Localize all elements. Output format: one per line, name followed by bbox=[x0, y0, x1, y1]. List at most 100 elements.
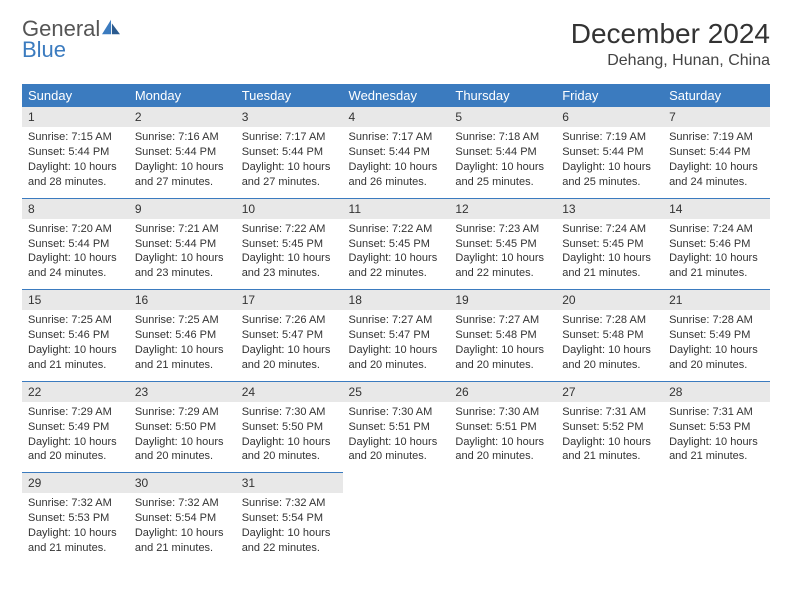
sunset-line: Sunset: 5:44 PM bbox=[28, 145, 123, 160]
sunset-line: Sunset: 5:45 PM bbox=[562, 237, 657, 252]
sunrise-line: Sunrise: 7:23 AM bbox=[455, 222, 550, 237]
daylight-line: Daylight: 10 hours bbox=[455, 343, 550, 358]
day-number: 12 bbox=[449, 199, 556, 219]
sunset-line: Sunset: 5:47 PM bbox=[242, 328, 337, 343]
daylight-line: and 22 minutes. bbox=[242, 541, 337, 556]
day-number: 5 bbox=[449, 107, 556, 127]
sunset-line: Sunset: 5:54 PM bbox=[135, 511, 230, 526]
day-header: Thursday bbox=[449, 84, 556, 107]
day-body: Sunrise: 7:29 AMSunset: 5:50 PMDaylight:… bbox=[129, 402, 236, 472]
sunrise-line: Sunrise: 7:25 AM bbox=[135, 313, 230, 328]
calendar-cell: 27Sunrise: 7:31 AMSunset: 5:52 PMDayligh… bbox=[556, 381, 663, 473]
sunrise-line: Sunrise: 7:21 AM bbox=[135, 222, 230, 237]
daylight-line: Daylight: 10 hours bbox=[242, 251, 337, 266]
day-body: Sunrise: 7:29 AMSunset: 5:49 PMDaylight:… bbox=[22, 402, 129, 472]
calendar-week: 15Sunrise: 7:25 AMSunset: 5:46 PMDayligh… bbox=[22, 290, 770, 382]
calendar-cell: 2Sunrise: 7:16 AMSunset: 5:44 PMDaylight… bbox=[129, 107, 236, 198]
day-body: Sunrise: 7:28 AMSunset: 5:49 PMDaylight:… bbox=[663, 310, 770, 380]
calendar-cell: 8Sunrise: 7:20 AMSunset: 5:44 PMDaylight… bbox=[22, 198, 129, 290]
calendar-cell: 4Sunrise: 7:17 AMSunset: 5:44 PMDaylight… bbox=[343, 107, 450, 198]
sunset-line: Sunset: 5:44 PM bbox=[135, 145, 230, 160]
sunset-line: Sunset: 5:45 PM bbox=[455, 237, 550, 252]
calendar-cell: 22Sunrise: 7:29 AMSunset: 5:49 PMDayligh… bbox=[22, 381, 129, 473]
calendar-body: 1Sunrise: 7:15 AMSunset: 5:44 PMDaylight… bbox=[22, 107, 770, 564]
daylight-line: Daylight: 10 hours bbox=[28, 435, 123, 450]
day-body: Sunrise: 7:20 AMSunset: 5:44 PMDaylight:… bbox=[22, 219, 129, 289]
day-body: Sunrise: 7:28 AMSunset: 5:48 PMDaylight:… bbox=[556, 310, 663, 380]
sunrise-line: Sunrise: 7:28 AM bbox=[669, 313, 764, 328]
day-body: Sunrise: 7:32 AMSunset: 5:54 PMDaylight:… bbox=[129, 493, 236, 563]
day-number: 18 bbox=[343, 290, 450, 310]
calendar-cell: 16Sunrise: 7:25 AMSunset: 5:46 PMDayligh… bbox=[129, 290, 236, 382]
calendar-cell: 15Sunrise: 7:25 AMSunset: 5:46 PMDayligh… bbox=[22, 290, 129, 382]
calendar-cell bbox=[663, 473, 770, 564]
sunrise-line: Sunrise: 7:26 AM bbox=[242, 313, 337, 328]
daylight-line: Daylight: 10 hours bbox=[455, 160, 550, 175]
day-body: Sunrise: 7:32 AMSunset: 5:54 PMDaylight:… bbox=[236, 493, 343, 563]
day-number: 8 bbox=[22, 199, 129, 219]
daylight-line: Daylight: 10 hours bbox=[135, 251, 230, 266]
sunset-line: Sunset: 5:45 PM bbox=[242, 237, 337, 252]
calendar-cell: 29Sunrise: 7:32 AMSunset: 5:53 PMDayligh… bbox=[22, 473, 129, 564]
calendar-week: 22Sunrise: 7:29 AMSunset: 5:49 PMDayligh… bbox=[22, 381, 770, 473]
daylight-line: Daylight: 10 hours bbox=[455, 435, 550, 450]
logo-text: General Blue bbox=[22, 18, 122, 61]
sunset-line: Sunset: 5:44 PM bbox=[242, 145, 337, 160]
daylight-line: Daylight: 10 hours bbox=[562, 343, 657, 358]
daylight-line: Daylight: 10 hours bbox=[242, 343, 337, 358]
calendar-cell bbox=[556, 473, 663, 564]
day-number: 17 bbox=[236, 290, 343, 310]
sunrise-line: Sunrise: 7:18 AM bbox=[455, 130, 550, 145]
daylight-line: and 20 minutes. bbox=[242, 449, 337, 464]
daylight-line: and 21 minutes. bbox=[135, 541, 230, 556]
day-number: 9 bbox=[129, 199, 236, 219]
day-body: Sunrise: 7:17 AMSunset: 5:44 PMDaylight:… bbox=[236, 127, 343, 197]
day-body: Sunrise: 7:19 AMSunset: 5:44 PMDaylight:… bbox=[663, 127, 770, 197]
daylight-line: and 21 minutes. bbox=[28, 358, 123, 373]
day-number: 21 bbox=[663, 290, 770, 310]
day-number: 2 bbox=[129, 107, 236, 127]
sunset-line: Sunset: 5:49 PM bbox=[669, 328, 764, 343]
daylight-line: and 24 minutes. bbox=[28, 266, 123, 281]
day-body: Sunrise: 7:24 AMSunset: 5:46 PMDaylight:… bbox=[663, 219, 770, 289]
daylight-line: and 24 minutes. bbox=[669, 175, 764, 190]
sunset-line: Sunset: 5:44 PM bbox=[455, 145, 550, 160]
day-number: 24 bbox=[236, 382, 343, 402]
sunset-line: Sunset: 5:48 PM bbox=[455, 328, 550, 343]
daylight-line: Daylight: 10 hours bbox=[669, 160, 764, 175]
calendar-cell: 3Sunrise: 7:17 AMSunset: 5:44 PMDaylight… bbox=[236, 107, 343, 198]
calendar-table: SundayMondayTuesdayWednesdayThursdayFrid… bbox=[22, 84, 770, 564]
sunset-line: Sunset: 5:49 PM bbox=[28, 420, 123, 435]
day-header: Sunday bbox=[22, 84, 129, 107]
daylight-line: and 20 minutes. bbox=[455, 449, 550, 464]
daylight-line: and 22 minutes. bbox=[349, 266, 444, 281]
day-body: Sunrise: 7:30 AMSunset: 5:51 PMDaylight:… bbox=[449, 402, 556, 472]
sunset-line: Sunset: 5:45 PM bbox=[349, 237, 444, 252]
day-body: Sunrise: 7:16 AMSunset: 5:44 PMDaylight:… bbox=[129, 127, 236, 197]
day-number: 6 bbox=[556, 107, 663, 127]
daylight-line: and 22 minutes. bbox=[455, 266, 550, 281]
day-number: 7 bbox=[663, 107, 770, 127]
sunrise-line: Sunrise: 7:19 AM bbox=[669, 130, 764, 145]
daylight-line: Daylight: 10 hours bbox=[135, 343, 230, 358]
location: Dehang, Hunan, China bbox=[571, 52, 770, 70]
daylight-line: and 26 minutes. bbox=[349, 175, 444, 190]
day-number: 29 bbox=[22, 473, 129, 493]
daylight-line: Daylight: 10 hours bbox=[242, 435, 337, 450]
day-number: 10 bbox=[236, 199, 343, 219]
day-body: Sunrise: 7:30 AMSunset: 5:50 PMDaylight:… bbox=[236, 402, 343, 472]
daylight-line: Daylight: 10 hours bbox=[349, 343, 444, 358]
day-body: Sunrise: 7:26 AMSunset: 5:47 PMDaylight:… bbox=[236, 310, 343, 380]
sunrise-line: Sunrise: 7:17 AM bbox=[242, 130, 337, 145]
sunrise-line: Sunrise: 7:24 AM bbox=[562, 222, 657, 237]
day-number: 14 bbox=[663, 199, 770, 219]
sunset-line: Sunset: 5:51 PM bbox=[455, 420, 550, 435]
sunrise-line: Sunrise: 7:30 AM bbox=[242, 405, 337, 420]
day-number: 31 bbox=[236, 473, 343, 493]
day-of-week-row: SundayMondayTuesdayWednesdayThursdayFrid… bbox=[22, 84, 770, 107]
calendar-cell: 7Sunrise: 7:19 AMSunset: 5:44 PMDaylight… bbox=[663, 107, 770, 198]
sunrise-line: Sunrise: 7:32 AM bbox=[242, 496, 337, 511]
day-number: 15 bbox=[22, 290, 129, 310]
daylight-line: and 28 minutes. bbox=[28, 175, 123, 190]
calendar-cell: 18Sunrise: 7:27 AMSunset: 5:47 PMDayligh… bbox=[343, 290, 450, 382]
